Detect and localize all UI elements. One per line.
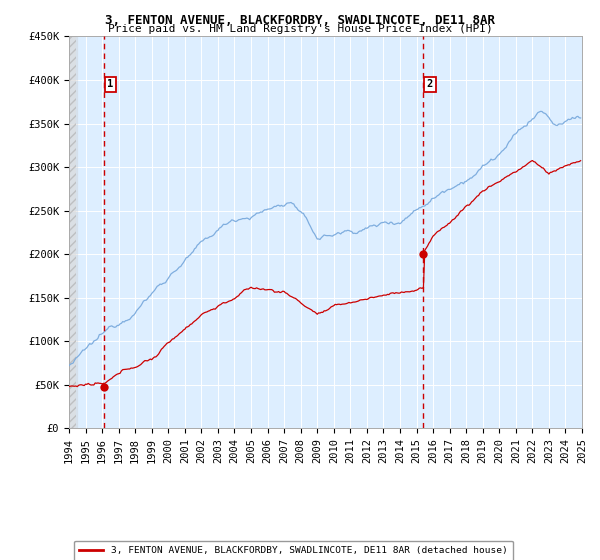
Text: 1: 1 bbox=[107, 80, 113, 89]
Text: 3, FENTON AVENUE, BLACKFORDBY, SWADLINCOTE, DE11 8AR: 3, FENTON AVENUE, BLACKFORDBY, SWADLINCO… bbox=[105, 14, 495, 27]
Bar bbox=[69, 36, 77, 428]
Legend: 3, FENTON AVENUE, BLACKFORDBY, SWADLINCOTE, DE11 8AR (detached house), HPI: Aver: 3, FENTON AVENUE, BLACKFORDBY, SWADLINCO… bbox=[74, 540, 513, 560]
Text: 2: 2 bbox=[427, 80, 433, 89]
Text: Price paid vs. HM Land Registry's House Price Index (HPI): Price paid vs. HM Land Registry's House … bbox=[107, 24, 493, 34]
Bar bbox=[69, 36, 76, 428]
